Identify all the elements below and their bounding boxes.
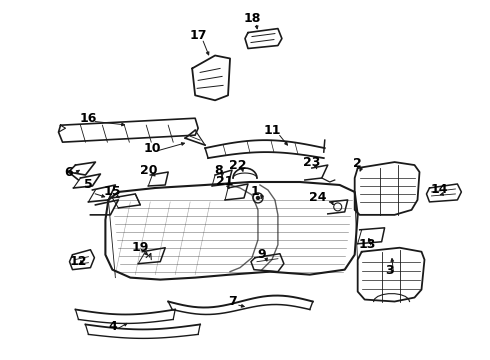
Text: 20: 20: [140, 163, 157, 176]
Text: 15: 15: [103, 185, 121, 198]
Text: 11: 11: [263, 124, 281, 137]
Text: 23: 23: [303, 156, 320, 168]
Circle shape: [256, 197, 260, 199]
Text: 16: 16: [80, 112, 97, 125]
Text: 5: 5: [84, 179, 93, 192]
Text: 10: 10: [144, 141, 161, 155]
Text: 7: 7: [228, 295, 236, 308]
Text: 21: 21: [216, 175, 234, 189]
Text: 3: 3: [385, 264, 394, 277]
Text: 19: 19: [132, 241, 149, 254]
Text: 4: 4: [108, 320, 117, 333]
Text: 18: 18: [244, 12, 261, 25]
Text: 12: 12: [70, 255, 87, 268]
Text: 2: 2: [353, 157, 362, 170]
Text: 9: 9: [258, 248, 266, 261]
Text: 17: 17: [189, 29, 207, 42]
Text: 8: 8: [214, 163, 222, 176]
Text: 1: 1: [250, 185, 259, 198]
Text: 6: 6: [64, 166, 73, 179]
Text: 14: 14: [431, 184, 448, 197]
Text: 24: 24: [309, 192, 326, 204]
Text: 13: 13: [359, 238, 376, 251]
Text: 22: 22: [229, 158, 247, 172]
